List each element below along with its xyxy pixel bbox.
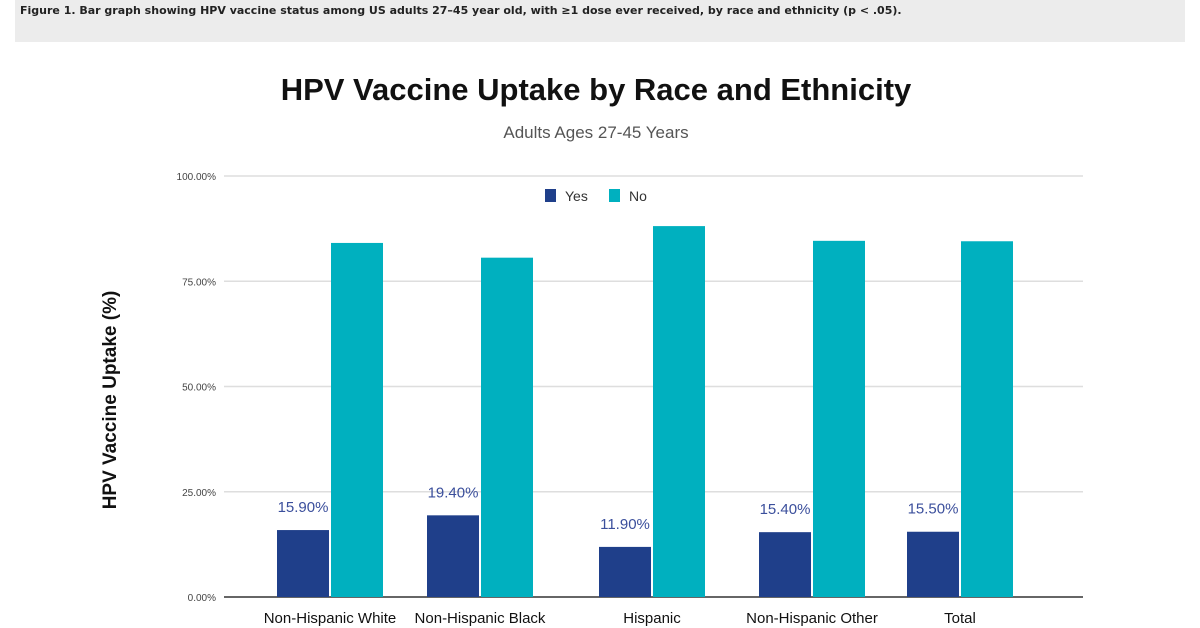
bar-no [653,226,705,597]
bar-no [961,241,1013,597]
x-tick-label: Non-Hispanic Other [746,610,878,627]
chart-subtitle: Adults Ages 27-45 Years [503,123,689,142]
x-tick-label: Total [944,610,976,627]
figure-caption: Figure 1. Bar graph showing HPV vaccine … [20,4,902,17]
y-tick-label: 25.00% [182,488,216,499]
data-label: 15.50% [908,501,959,518]
legend-label-no: No [629,188,647,204]
bar-yes [599,546,651,597]
legend-label-yes: Yes [565,188,588,204]
bar-yes [907,531,959,597]
x-tick-label: Non-Hispanic Black [415,610,546,627]
y-tick-label: 0.00% [188,593,216,604]
legend-swatch-yes [545,189,556,202]
bar-no [481,257,533,597]
data-label: 11.90% [600,516,650,533]
data-label: 19.40% [428,484,479,501]
caption-box [15,0,1185,42]
bar-yes [759,532,811,597]
bar-no [813,240,865,598]
x-tick-label: Hispanic [623,610,681,627]
bar-no [331,242,383,597]
chart-title: HPV Vaccine Uptake by Race and Ethnicity [280,72,912,107]
bar-yes [277,530,329,597]
x-tick-label: Non-Hispanic White [264,610,397,627]
y-tick-label: 50.00% [182,383,216,394]
y-tick-label: 75.00% [182,277,216,288]
data-label: 15.90% [278,499,329,516]
legend-swatch-no [609,189,620,202]
data-label: 15.40% [760,501,811,518]
bar-yes [427,515,479,597]
y-tick-label: 100.00% [177,172,217,183]
